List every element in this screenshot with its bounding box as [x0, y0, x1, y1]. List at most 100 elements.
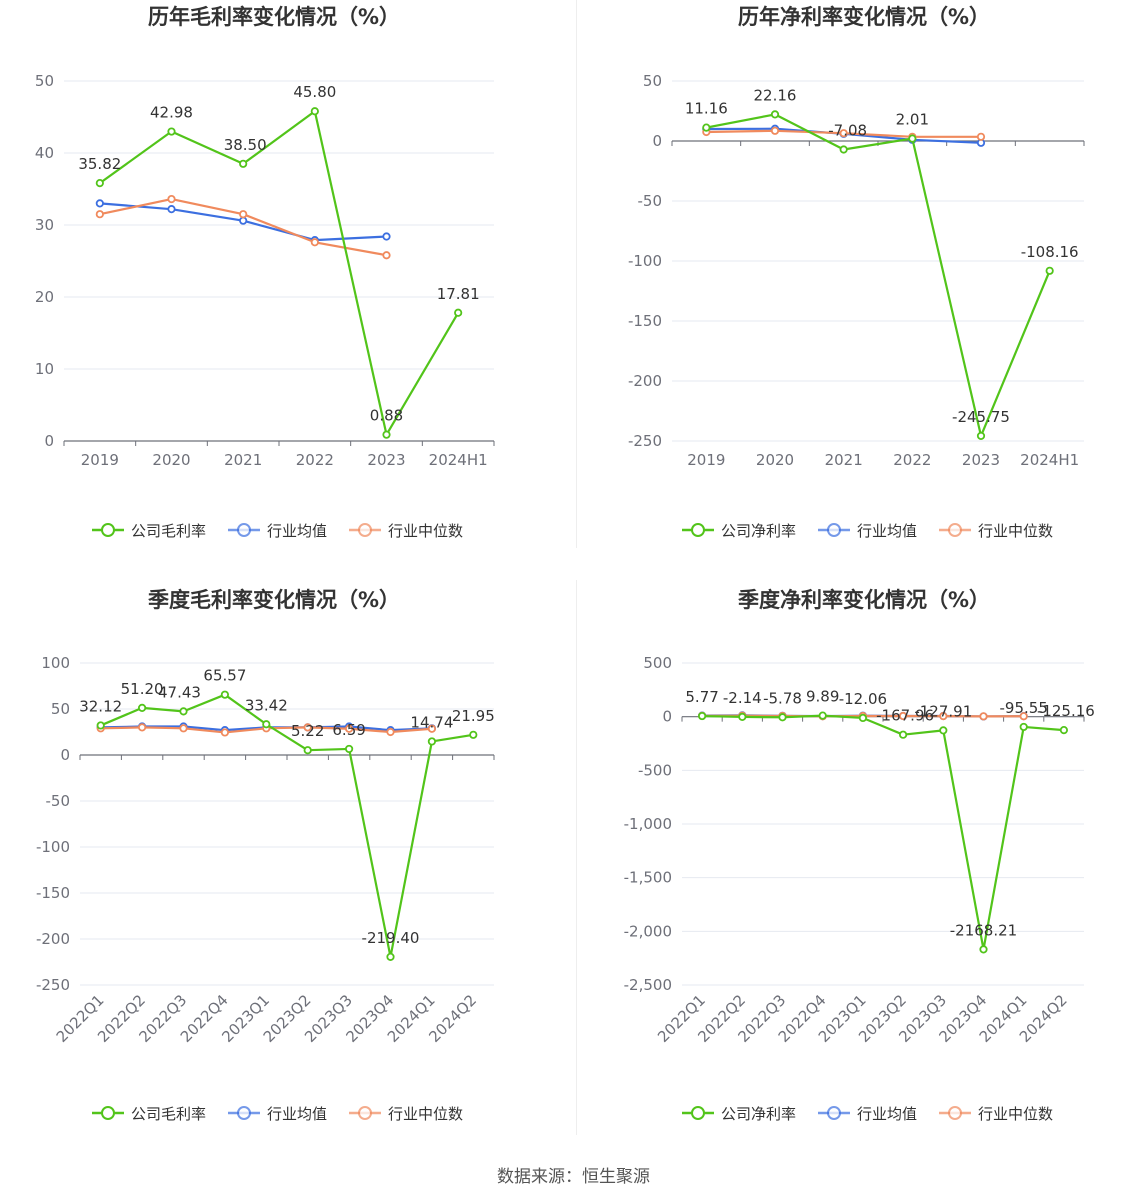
data-point: [908, 134, 917, 143]
y-tick-label: -250: [628, 432, 662, 450]
y-tick-label: -1,500: [624, 869, 672, 887]
legend-swatch-marker: [948, 1106, 962, 1120]
x-tick-label: 2020: [152, 451, 190, 469]
legend-item: 行业均值: [228, 1105, 327, 1123]
data-label: 35.82: [78, 155, 121, 173]
legend-swatch-marker: [358, 1106, 372, 1120]
y-tick-label: -200: [628, 372, 662, 390]
series-line: [99, 110, 460, 436]
data-label: 5.22: [291, 722, 324, 740]
legend-swatch-marker: [827, 1106, 841, 1120]
legend-item: 行业中位数: [939, 522, 1053, 540]
data-point: [138, 723, 147, 732]
data-label: -127.91: [914, 702, 972, 720]
data-point: [939, 726, 948, 735]
data-point: [95, 210, 104, 219]
data-point: [976, 132, 986, 141]
legend-label: 行业中位数: [978, 522, 1053, 540]
data-label: 38.50: [224, 136, 267, 154]
y-tick-label: 500: [643, 654, 672, 672]
data-point: [303, 746, 312, 755]
data-point: [976, 431, 986, 440]
y-tick-label: -2,500: [624, 976, 672, 994]
x-tick-label: 2021: [825, 451, 863, 469]
data-label: 0.88: [370, 407, 403, 425]
y-tick-label: 20: [35, 288, 54, 306]
data-point: [179, 724, 188, 733]
data-label: 51.20: [121, 680, 164, 698]
data-point: [818, 711, 827, 720]
y-tick-label: 50: [35, 72, 54, 90]
data-point: [979, 712, 988, 721]
data-label: 42.98: [150, 104, 193, 122]
chart-title: 历年毛利率变化情况（%）: [148, 5, 400, 29]
legend-label: 行业均值: [857, 1105, 917, 1123]
y-tick-label: 40: [35, 144, 54, 162]
y-tick-label: 0: [652, 132, 662, 150]
data-label: 11.16: [685, 100, 728, 118]
data-point: [382, 251, 391, 260]
charts-canvas: 历年毛利率变化情况（%） 0 10 20 30 40 50 2019 2020 2021 2022 2…: [35, 0, 1095, 1135]
data-point: [382, 430, 391, 439]
y-tick-label: 30: [35, 216, 54, 234]
y-tick-label: -100: [628, 252, 662, 270]
data-point: [310, 238, 319, 247]
data-label: -7.08: [828, 121, 867, 139]
series-line: [702, 714, 1064, 951]
data-label: 14.74: [410, 713, 453, 731]
data-point: [220, 728, 229, 737]
legend-swatch-marker: [827, 523, 841, 537]
y-tick-label: -150: [36, 884, 70, 902]
data-point: [858, 713, 868, 723]
y-tick-label: -50: [638, 192, 663, 210]
data-point: [239, 216, 248, 225]
legend-label: 行业均值: [267, 522, 327, 540]
data-point: [898, 711, 908, 721]
data-label: 22.16: [754, 86, 797, 104]
y-tick-label: 0: [662, 708, 672, 726]
legend-swatch-marker: [101, 523, 115, 537]
legend-item: 公司净利率: [682, 1105, 796, 1123]
data-point: [310, 107, 319, 116]
x-tick-label: 2019: [81, 451, 119, 469]
data-point: [702, 123, 711, 132]
x-tick-label: 2021: [224, 451, 262, 469]
data-source-note: 数据来源：恒生聚源: [497, 1167, 650, 1187]
data-label: -245.75: [952, 408, 1010, 426]
data-point: [220, 690, 229, 699]
y-tick-label: 50: [51, 700, 70, 718]
data-point: [939, 712, 948, 721]
y-tick-label: -2,000: [624, 922, 672, 940]
series-line: [706, 113, 1051, 437]
legend-item: 公司毛利率: [92, 522, 206, 540]
data-point: [382, 232, 391, 241]
legend-item: 公司净利率: [682, 522, 796, 540]
data-point: [386, 727, 395, 737]
data-label: 33.42: [245, 696, 288, 714]
x-tick-label: 2020: [756, 451, 794, 469]
data-label: 9.89: [806, 688, 839, 706]
x-tick-label: 2024H1: [1020, 451, 1079, 469]
data-label: 32.12: [79, 697, 122, 715]
data-label: 65.57: [203, 667, 246, 685]
legend-swatch-marker: [101, 1106, 115, 1120]
data-point: [96, 721, 105, 730]
data-point: [344, 744, 354, 754]
legend-label: 行业中位数: [388, 1105, 463, 1123]
legend-swatch-marker: [237, 523, 251, 537]
data-point: [179, 707, 188, 716]
data-label: -2.14: [723, 689, 762, 707]
data-point: [1019, 712, 1028, 721]
data-point: [454, 308, 463, 317]
data-point: [262, 720, 271, 729]
data-point: [770, 126, 780, 135]
data-point: [427, 737, 436, 746]
data-point: [138, 703, 147, 712]
data-point: [167, 127, 176, 136]
x-tick-label: 2023: [367, 451, 405, 469]
data-label: -95.55: [1000, 699, 1048, 717]
data-point: [344, 724, 354, 733]
legend-item: 行业均值: [818, 522, 917, 540]
data-point: [239, 210, 248, 219]
y-tick-label: -150: [628, 312, 662, 330]
